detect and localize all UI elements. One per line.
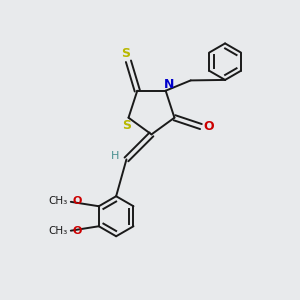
Text: O: O	[73, 226, 82, 236]
Text: N: N	[164, 78, 174, 91]
Text: H: H	[111, 151, 119, 161]
Text: O: O	[73, 196, 82, 206]
Text: CH₃: CH₃	[48, 196, 67, 206]
Text: CH₃: CH₃	[48, 226, 67, 236]
Text: S: S	[122, 119, 131, 133]
Text: S: S	[122, 46, 130, 59]
Text: O: O	[204, 120, 214, 133]
